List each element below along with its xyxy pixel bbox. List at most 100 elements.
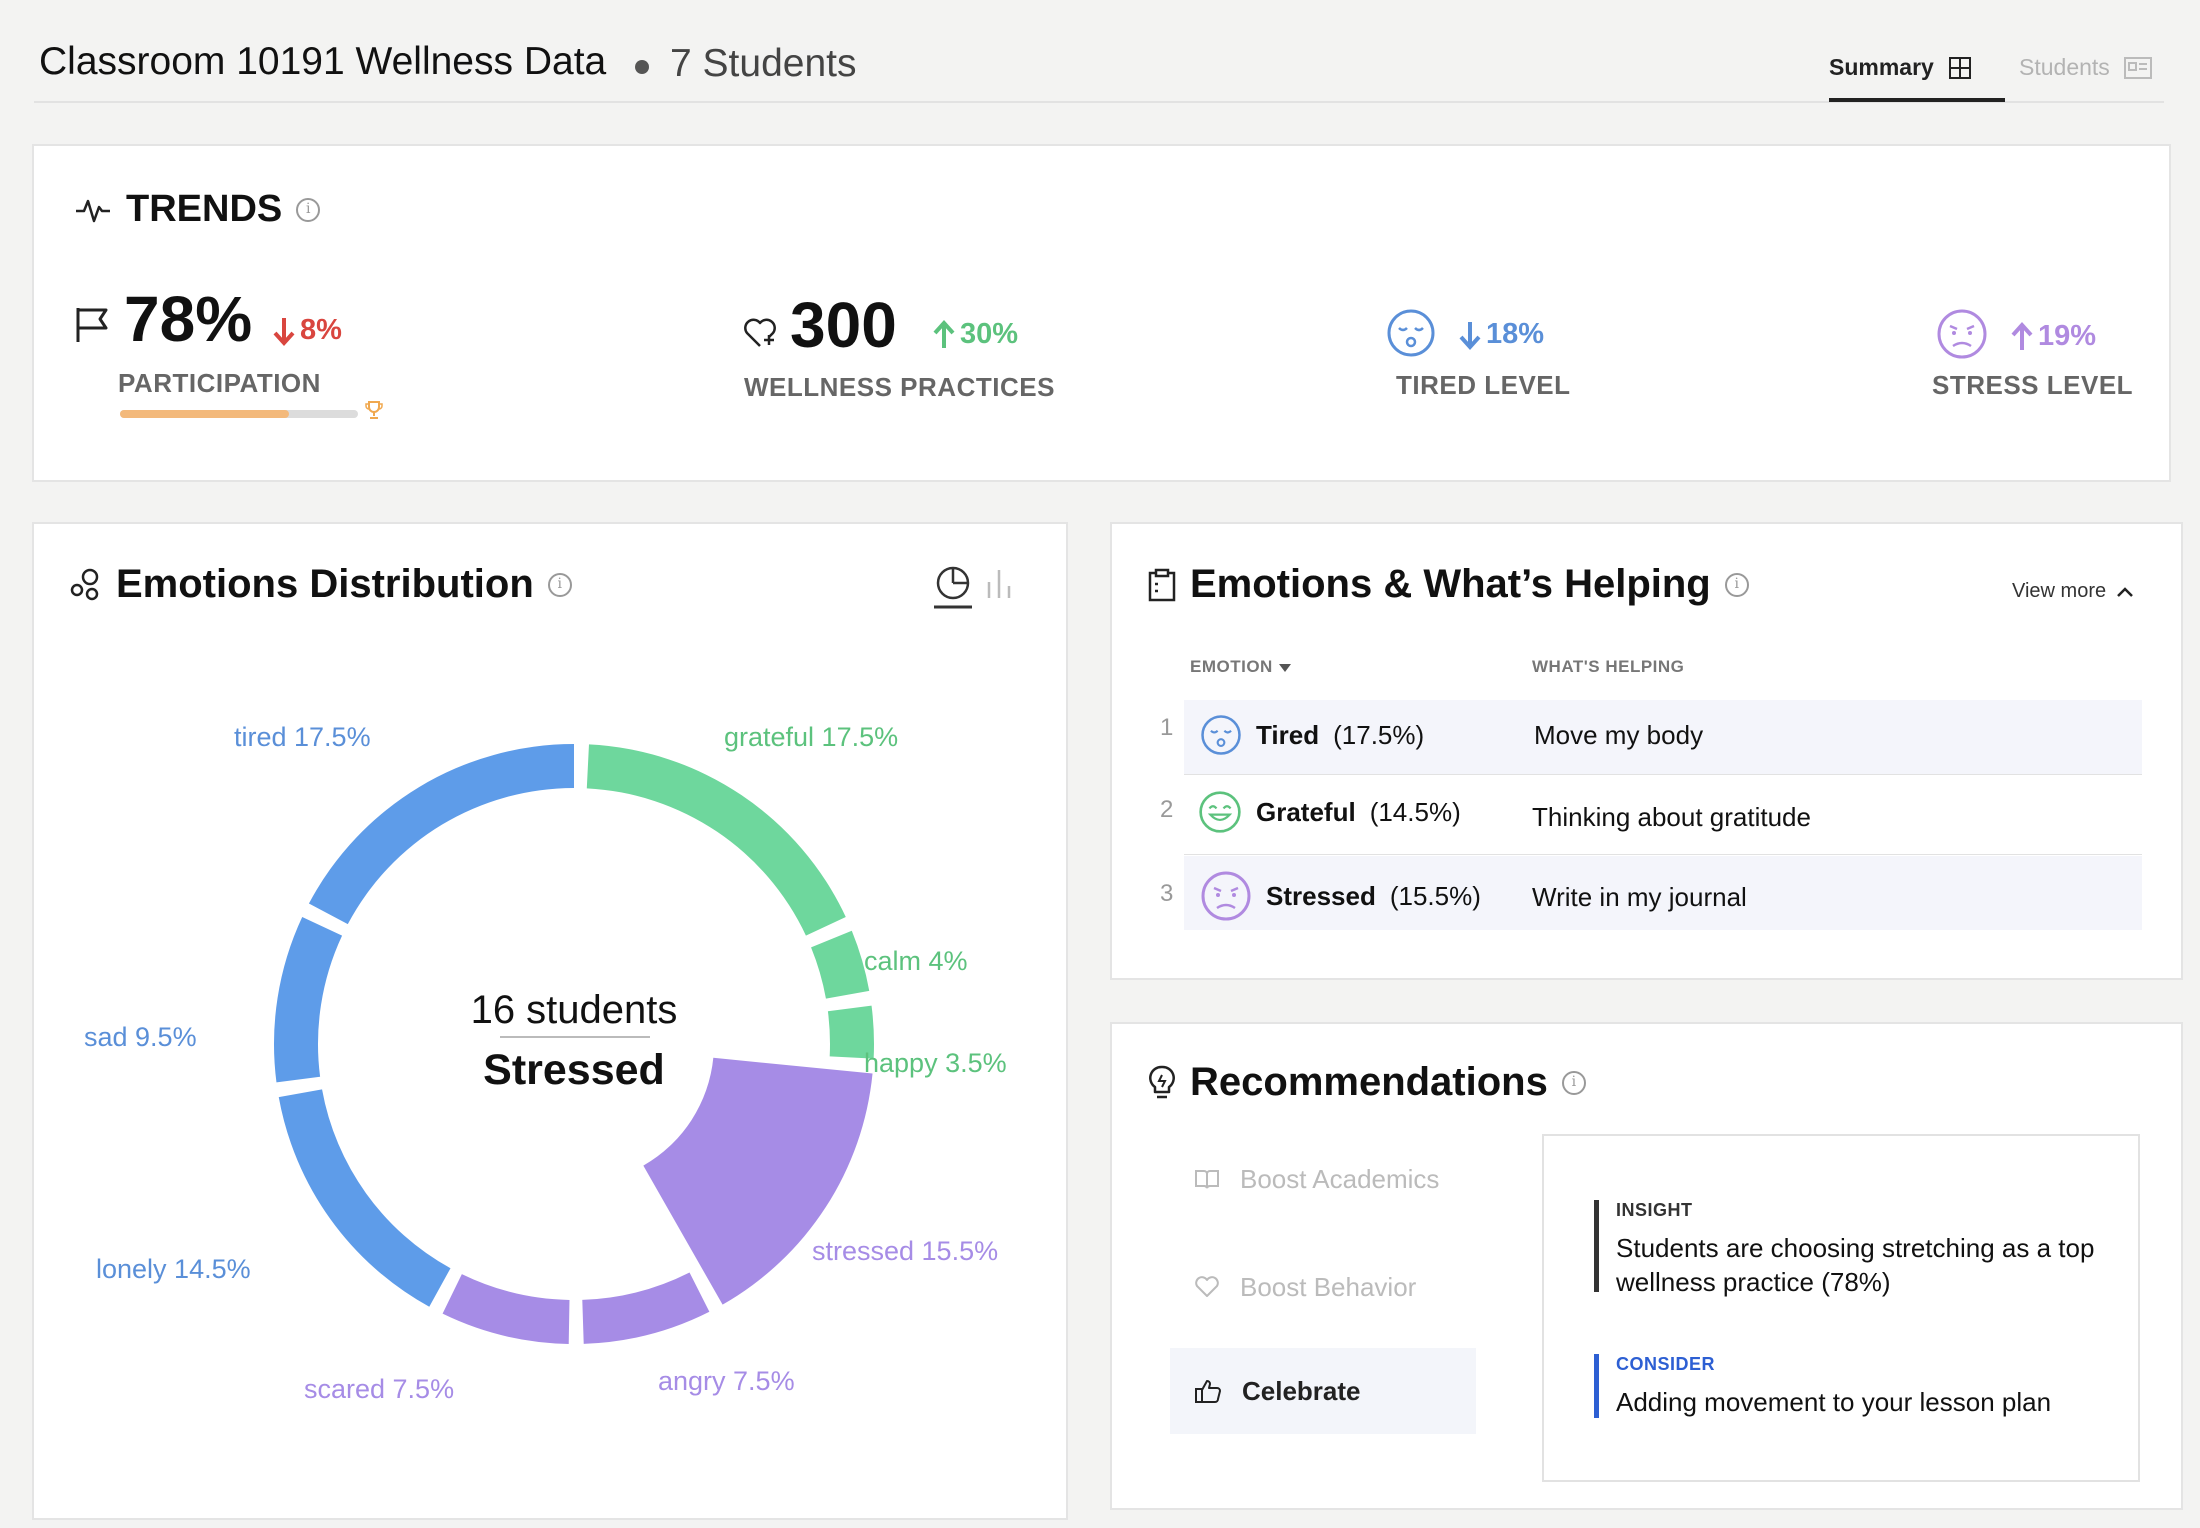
donut-segment-grateful[interactable]: [586, 744, 846, 936]
row-emotion-percent: (14.5%): [1369, 796, 1461, 827]
row-emotion: Grateful (14.5%): [1198, 790, 1461, 834]
rec-boost-academics-label: Boost Academics: [1240, 1163, 1440, 1194]
info-icon[interactable]: [1724, 572, 1749, 597]
recommendations-header: Recommendations: [1148, 1060, 1586, 1105]
consider-block: CONSIDER Adding movement to your lesson …: [1594, 1354, 2116, 1419]
thumbs-up-icon: [1194, 1378, 1222, 1404]
arrow-up-icon: [2010, 321, 2034, 352]
view-more-link[interactable]: View more: [2012, 580, 2134, 603]
bar-chart-view-icon[interactable]: [984, 568, 1014, 600]
participation-change: 8%: [272, 314, 342, 347]
tired-level-change: 18%: [1458, 318, 1544, 351]
table-row[interactable]: [1184, 700, 2142, 774]
trends-header: TRENDS: [74, 188, 321, 231]
participation-progress-fill: [120, 410, 289, 418]
emotions-helping-title: Emotions & What’s Helping: [1190, 562, 1711, 606]
consider-tag: CONSIDER: [1616, 1354, 1716, 1374]
bubbles-icon: [70, 568, 102, 602]
donut-segment-angry[interactable]: [582, 1272, 710, 1344]
wellness-practices-change-value: 30%: [960, 318, 1019, 350]
trophy-icon: [364, 400, 384, 420]
arrow-down-icon: [272, 316, 296, 346]
insight-text: Students are choosing stretching as a to…: [1616, 1233, 2095, 1297]
stress-level-change: 19%: [2010, 320, 2096, 353]
donut-label-sad: sad 9.5%: [84, 1022, 197, 1052]
emotions-distribution-title: Emotions Distribution: [116, 562, 534, 606]
table-row[interactable]: [1184, 856, 2142, 930]
book-icon: [1194, 1168, 1220, 1190]
view-more-label: View more: [2012, 580, 2107, 602]
donut-label-grateful: grateful 17.5%: [724, 722, 899, 752]
row-emotion-percent: (17.5%): [1333, 719, 1425, 750]
rec-boost-behavior-label: Boost Behavior: [1240, 1271, 1417, 1302]
info-icon[interactable]: [547, 572, 572, 597]
tab-summary[interactable]: Summary: [1829, 54, 1972, 81]
chevron-up-icon: [2116, 586, 2134, 598]
rec-boost-academics[interactable]: Boost Academics: [1170, 1136, 1476, 1222]
rec-celebrate[interactable]: Celebrate: [1170, 1348, 1476, 1434]
row-divider: [1184, 774, 2142, 775]
donut-label-tired: tired 17.5%: [234, 722, 371, 752]
column-header-emotion[interactable]: EMOTION: [1190, 657, 1292, 677]
heart-icon: [1194, 1276, 1220, 1298]
page-header: Classroom 10191 Wellness Data 7 Students…: [34, 28, 2164, 103]
donut-label-lonely: lonely 14.5%: [96, 1254, 251, 1284]
participation-progress-bar: [120, 410, 358, 418]
donut-label-happy: happy 3.5%: [864, 1048, 1007, 1078]
row-number: 2: [1160, 796, 1174, 823]
donut-center-emotion: Stressed: [483, 1046, 665, 1094]
arrow-up-icon: [932, 319, 956, 350]
tired-level-change-value: 18%: [1486, 318, 1545, 350]
participation-change-value: 8%: [300, 314, 342, 346]
id-card-icon: [2123, 56, 2152, 79]
emotions-distribution-header: Emotions Distribution: [70, 562, 572, 607]
consider-text: Adding movement to your lesson plan: [1616, 1387, 2052, 1417]
insight-bar: [1594, 1200, 1599, 1292]
donut-segment-calm[interactable]: [811, 930, 870, 999]
participation-label: PARTICIPATION: [118, 368, 321, 398]
donut-label-angry: angry 7.5%: [658, 1366, 795, 1396]
emotions-helping-card: Emotions & What’s Helping View more EMOT…: [1110, 522, 2183, 980]
rec-celebrate-label: Celebrate: [1242, 1375, 1361, 1406]
wellness-practices-value: 300: [790, 289, 897, 361]
insight-panel: INSIGHT Students are choosing stretching…: [1542, 1134, 2140, 1482]
row-number: 1: [1160, 714, 1174, 741]
stress-level-label: STRESS LEVEL: [1932, 370, 2134, 400]
student-count: 7 Students: [670, 42, 857, 85]
rec-boost-behavior[interactable]: Boost Behavior: [1170, 1244, 1476, 1330]
info-icon[interactable]: [1561, 1070, 1586, 1095]
donut-segment-happy[interactable]: [827, 1005, 874, 1059]
donut-segment-lonely[interactable]: [278, 1089, 451, 1307]
row-helping: Move my body: [1534, 720, 1704, 750]
donut-segment-scared[interactable]: [442, 1274, 570, 1344]
grateful-face-icon: [1198, 790, 1242, 834]
row-number: 3: [1160, 880, 1174, 907]
active-tab-underline: [1829, 98, 2005, 102]
info-icon[interactable]: [296, 197, 321, 222]
donut-label-calm: calm 4%: [864, 946, 968, 976]
stressed-face-icon: [1936, 308, 1988, 360]
trends-title: TRENDS: [126, 188, 283, 230]
lightbulb-icon: [1148, 1065, 1176, 1101]
emotions-distribution-card: Emotions Distribution tired 17.5% gratef…: [32, 522, 1068, 1520]
donut-label-stressed: stressed 15.5%: [812, 1236, 999, 1266]
row-divider: [1184, 854, 2142, 855]
tab-students[interactable]: Students: [2019, 54, 2152, 81]
donut-segment-stressed[interactable]: [643, 1057, 873, 1305]
donut-segment-tired[interactable]: [308, 744, 574, 925]
caret-down-icon: [1278, 663, 1292, 673]
title-separator-dot: [635, 60, 649, 74]
insight-block: INSIGHT Students are choosing stretching…: [1594, 1200, 2116, 1299]
tired-face-icon: [1386, 308, 1436, 358]
emotions-helping-header: Emotions & What’s Helping: [1148, 562, 1749, 607]
donut-segment-sad[interactable]: [274, 916, 343, 1083]
wellness-practices-change: 30%: [932, 318, 1018, 351]
grid-icon: [1948, 56, 1972, 80]
column-header-whats-helping: WHAT'S HELPING: [1532, 657, 1685, 676]
participation-value: 78%: [124, 283, 253, 355]
pie-chart-view-icon[interactable]: [932, 564, 974, 610]
pulse-icon: [74, 195, 112, 225]
column-header-emotion-label: EMOTION: [1190, 657, 1273, 676]
recommendations-title: Recommendations: [1190, 1060, 1548, 1104]
arrow-down-icon: [1458, 320, 1482, 350]
